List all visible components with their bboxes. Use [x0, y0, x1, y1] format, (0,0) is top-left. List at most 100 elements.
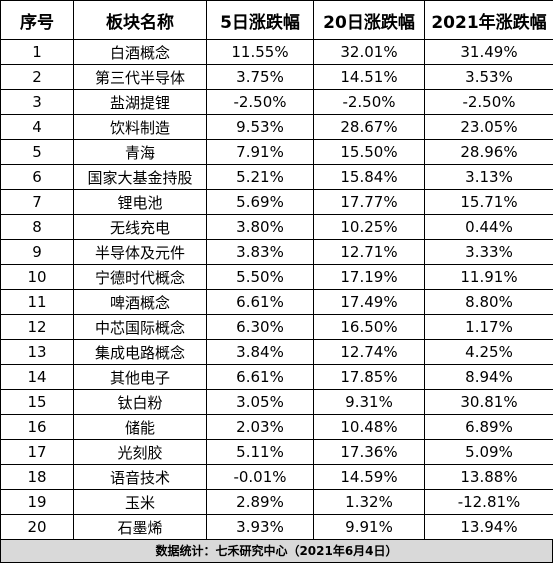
header-sector-name: 板块名称	[73, 0, 207, 40]
header-index: 序号	[0, 0, 74, 40]
cell-2021-change: 4.25%	[424, 339, 553, 365]
cell-2021-change: -12.81%	[424, 489, 553, 515]
cell-sector-name: 宁德时代概念	[73, 264, 207, 290]
cell-2021-change: 8.94%	[424, 364, 553, 390]
cell-20day-change: 15.84%	[313, 164, 425, 190]
table-row: 15 钛白粉 3.05% 9.31% 30.81%	[0, 389, 553, 415]
cell-index: 4	[0, 114, 74, 140]
cell-sector-name: 钛白粉	[73, 389, 207, 415]
cell-2021-change: 11.91%	[424, 264, 553, 290]
cell-2021-change: 5.09%	[424, 439, 553, 465]
cell-index: 19	[0, 489, 74, 515]
cell-5day-change: 3.84%	[206, 339, 314, 365]
table-row: 5 青海 7.91% 15.50% 28.96%	[0, 139, 553, 165]
header-5day-change: 5日涨跌幅	[206, 0, 314, 40]
cell-index: 12	[0, 314, 74, 340]
cell-5day-change: 3.80%	[206, 214, 314, 240]
cell-2021-change: 3.13%	[424, 164, 553, 190]
cell-2021-change: 23.05%	[424, 114, 553, 140]
table-row: 9 半导体及元件 3.83% 12.71% 3.33%	[0, 239, 553, 265]
table-row: 8 无线充电 3.80% 10.25% 0.44%	[0, 214, 553, 240]
table-row: 3 盐湖提锂 -2.50% -2.50% -2.50%	[0, 89, 553, 115]
cell-20day-change: 10.48%	[313, 414, 425, 440]
cell-20day-change: 28.67%	[313, 114, 425, 140]
table-row: 14 其他电子 6.61% 17.85% 8.94%	[0, 364, 553, 390]
cell-5day-change: 5.69%	[206, 189, 314, 215]
cell-20day-change: 14.59%	[313, 464, 425, 490]
sector-performance-table: 序号 板块名称 5日涨跌幅 20日涨跌幅 2021年涨跌幅 1 白酒概念 11.55…	[0, 0, 553, 540]
cell-sector-name: 青海	[73, 139, 207, 165]
cell-sector-name: 石墨烯	[73, 514, 207, 540]
cell-sector-name: 其他电子	[73, 364, 207, 390]
cell-5day-change: 6.30%	[206, 314, 314, 340]
table-row: 1 白酒概念 11.55% 32.01% 31.49%	[0, 39, 553, 65]
table-header-row: 序号 板块名称 5日涨跌幅 20日涨跌幅 2021年涨跌幅	[0, 0, 553, 40]
cell-20day-change: 32.01%	[313, 39, 425, 65]
cell-20day-change: 17.77%	[313, 189, 425, 215]
header-2021-change: 2021年涨跌幅	[424, 0, 553, 40]
cell-index: 11	[0, 289, 74, 315]
cell-2021-change: 3.33%	[424, 239, 553, 265]
cell-sector-name: 饮料制造	[73, 114, 207, 140]
cell-5day-change: 2.89%	[206, 489, 314, 515]
cell-5day-change: -0.01%	[206, 464, 314, 490]
data-source-footer: 数据统计：七禾研究中心（2021年6月4日）	[0, 540, 553, 563]
cell-sector-name: 玉米	[73, 489, 207, 515]
cell-5day-change: 6.61%	[206, 364, 314, 390]
cell-2021-change: -2.50%	[424, 89, 553, 115]
cell-sector-name: 盐湖提锂	[73, 89, 207, 115]
table-row: 17 光刻胶 5.11% 17.36% 5.09%	[0, 439, 553, 465]
cell-20day-change: 17.85%	[313, 364, 425, 390]
cell-5day-change: 3.83%	[206, 239, 314, 265]
cell-5day-change: 5.50%	[206, 264, 314, 290]
cell-index: 18	[0, 464, 74, 490]
cell-20day-change: 12.74%	[313, 339, 425, 365]
cell-20day-change: 17.36%	[313, 439, 425, 465]
cell-sector-name: 锂电池	[73, 189, 207, 215]
table-row: 19 玉米 2.89% 1.32% -12.81%	[0, 489, 553, 515]
cell-index: 1	[0, 39, 74, 65]
table-row: 12 中芯国际概念 6.30% 16.50% 1.17%	[0, 314, 553, 340]
cell-index: 15	[0, 389, 74, 415]
cell-sector-name: 半导体及元件	[73, 239, 207, 265]
cell-index: 6	[0, 164, 74, 190]
cell-20day-change: 17.49%	[313, 289, 425, 315]
cell-5day-change: 3.75%	[206, 64, 314, 90]
cell-sector-name: 白酒概念	[73, 39, 207, 65]
cell-20day-change: 9.31%	[313, 389, 425, 415]
cell-20day-change: 17.19%	[313, 264, 425, 290]
cell-5day-change: 5.11%	[206, 439, 314, 465]
table-row: 4 饮料制造 9.53% 28.67% 23.05%	[0, 114, 553, 140]
header-20day-change: 20日涨跌幅	[313, 0, 425, 40]
table-row: 7 锂电池 5.69% 17.77% 15.71%	[0, 189, 553, 215]
cell-2021-change: 3.53%	[424, 64, 553, 90]
cell-sector-name: 集成电路概念	[73, 339, 207, 365]
cell-20day-change: 16.50%	[313, 314, 425, 340]
cell-2021-change: 0.44%	[424, 214, 553, 240]
cell-index: 16	[0, 414, 74, 440]
cell-20day-change: 14.51%	[313, 64, 425, 90]
cell-5day-change: 7.91%	[206, 139, 314, 165]
table-row: 16 储能 2.03% 10.48% 6.89%	[0, 414, 553, 440]
cell-sector-name: 第三代半导体	[73, 64, 207, 90]
cell-2021-change: 28.96%	[424, 139, 553, 165]
table-row: 2 第三代半导体 3.75% 14.51% 3.53%	[0, 64, 553, 90]
table-row: 18 语音技术 -0.01% 14.59% 13.88%	[0, 464, 553, 490]
cell-20day-change: 9.91%	[313, 514, 425, 540]
cell-5day-change: 11.55%	[206, 39, 314, 65]
cell-index: 17	[0, 439, 74, 465]
cell-index: 3	[0, 89, 74, 115]
cell-2021-change: 8.80%	[424, 289, 553, 315]
cell-sector-name: 啤酒概念	[73, 289, 207, 315]
cell-2021-change: 1.17%	[424, 314, 553, 340]
cell-index: 14	[0, 364, 74, 390]
cell-index: 5	[0, 139, 74, 165]
cell-20day-change: -2.50%	[313, 89, 425, 115]
table-row: 10 宁德时代概念 5.50% 17.19% 11.91%	[0, 264, 553, 290]
cell-2021-change: 30.81%	[424, 389, 553, 415]
table-body: 1 白酒概念 11.55% 32.01% 31.49% 2 第三代半导体 3.75% 14.51…	[0, 39, 553, 540]
cell-index: 2	[0, 64, 74, 90]
table-row: 11 啤酒概念 6.61% 17.49% 8.80%	[0, 289, 553, 315]
cell-sector-name: 国家大基金持股	[73, 164, 207, 190]
